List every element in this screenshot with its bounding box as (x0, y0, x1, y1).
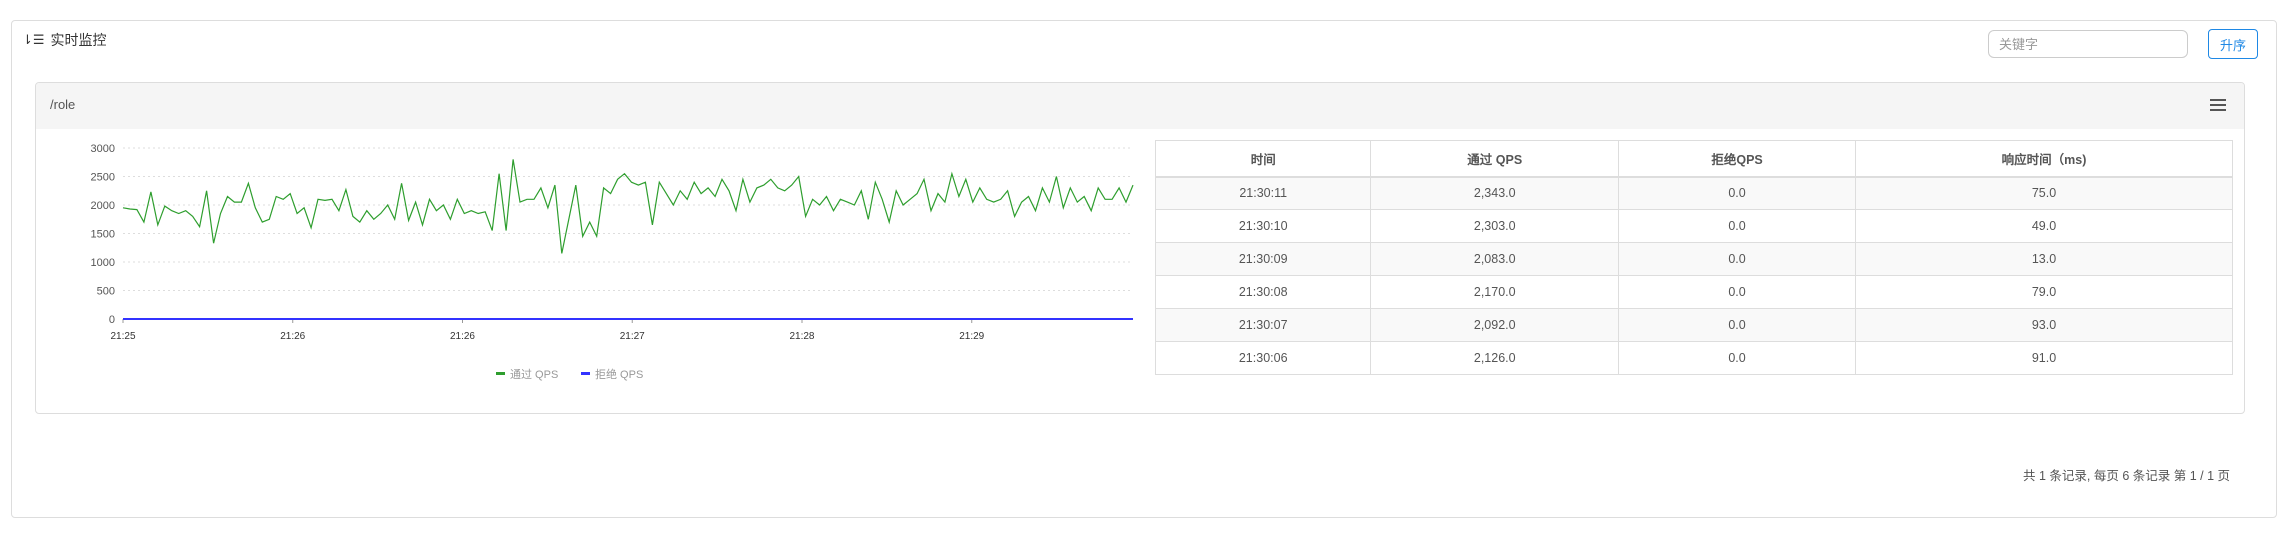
column-header: 时间 (1154, 140, 1372, 178)
table-row: 21:30:08 2,170.0 0.0 79.0 (1154, 275, 2233, 309)
y-tick-label: 0 (109, 314, 115, 326)
table-cell: 0.0 (1618, 242, 1857, 276)
series-line-0 (122, 159, 1134, 254)
table-cell: 0.0 (1618, 275, 1857, 309)
table-cell: 0.0 (1618, 341, 1857, 375)
table-header-row: 时间 通过 QPS 拒绝QPS 响应时间（ms) (1154, 140, 2233, 178)
table-cell: 93.0 (1855, 308, 2233, 342)
table-cell: 21:30:11 (1154, 176, 1372, 210)
menu-icon[interactable] (2210, 99, 2226, 111)
x-tick-label: 21:28 (789, 331, 814, 342)
x-tick-label: 21:27 (620, 331, 645, 342)
column-header: 响应时间（ms) (1855, 140, 2233, 178)
table-cell: 21:30:08 (1154, 275, 1372, 309)
table-row: 21:30:07 2,092.0 0.0 93.0 (1154, 308, 2233, 342)
column-header: 通过 QPS (1370, 140, 1620, 178)
y-tick-label: 500 (97, 286, 115, 298)
table-cell: 49.0 (1855, 209, 2233, 243)
title-text: 实时监控 (50, 32, 107, 48)
table-cell: 0.0 (1618, 209, 1857, 243)
table-cell: 2,170.0 (1370, 275, 1620, 309)
page-title: ⇂☰ 实时监控 (22, 30, 107, 50)
pagination-info: 共 1 条记录, 每页 6 条记录 第 1 / 1 页 (2023, 469, 2230, 483)
table-cell: 13.0 (1855, 242, 2233, 276)
table-cell: 91.0 (1855, 341, 2233, 375)
x-tick-label: 21:25 (110, 331, 135, 342)
qps-chart: 0 500 1000 1500 2000 2500 3000 21:25 21:26 21:26 2… (91, 143, 1134, 381)
table-cell: 2,092.0 (1370, 308, 1620, 342)
x-tick-label: 21:29 (959, 331, 984, 342)
legend-item[interactable]: 拒绝 QPS (595, 367, 643, 381)
sort-ascending-button[interactable]: 升序 (2208, 29, 2258, 59)
table-cell: 21:30:07 (1154, 308, 1372, 342)
sort-icon: ⇂☰ (22, 32, 45, 47)
qps-table: 时间 通过 QPS 拒绝QPS 响应时间（ms) 21:30:11 2,343.0 0.0… (1154, 140, 2233, 375)
column-header: 拒绝QPS (1618, 140, 1857, 178)
keyword-search-input[interactable] (1988, 30, 2188, 58)
monitor-card (11, 20, 2277, 518)
table-cell: 0.0 (1618, 308, 1857, 342)
resource-panel: /role 0 500 1000 1500 2000 2500 3000 21:25 21:26… (35, 82, 2245, 414)
legend-item[interactable]: 通过 QPS (510, 368, 558, 381)
table-cell: 2,083.0 (1370, 242, 1620, 276)
resource-name: /role (50, 97, 76, 112)
table-cell: 21:30:09 (1154, 242, 1372, 276)
legend-marker (496, 372, 505, 375)
table-row: 21:30:06 2,126.0 0.0 91.0 (1154, 341, 2233, 375)
y-tick-label: 1500 (91, 229, 115, 241)
y-tick-label: 2000 (91, 200, 115, 212)
table-cell: 79.0 (1855, 275, 2233, 309)
legend-marker (581, 372, 590, 375)
table-row: 21:30:10 2,303.0 0.0 49.0 (1154, 209, 2233, 243)
panel-header: /role (36, 83, 2244, 129)
y-tick-label: 1000 (91, 257, 115, 269)
table-cell: 2,303.0 (1370, 209, 1620, 243)
table-cell: 0.0 (1618, 176, 1857, 210)
table-cell: 75.0 (1855, 176, 2233, 210)
table-row: 21:30:09 2,083.0 0.0 13.0 (1154, 242, 2233, 276)
table-row: 21:30:11 2,343.0 0.0 75.0 (1154, 176, 2233, 210)
table-cell: 21:30:06 (1154, 341, 1372, 375)
y-tick-label: 2500 (91, 172, 115, 184)
x-tick-label: 21:26 (450, 331, 475, 342)
table-cell: 21:30:10 (1154, 209, 1372, 243)
table-cell: 2,126.0 (1370, 341, 1620, 375)
x-tick-label: 21:26 (280, 331, 305, 342)
y-tick-label: 3000 (91, 143, 115, 155)
table-cell: 2,343.0 (1370, 176, 1620, 210)
